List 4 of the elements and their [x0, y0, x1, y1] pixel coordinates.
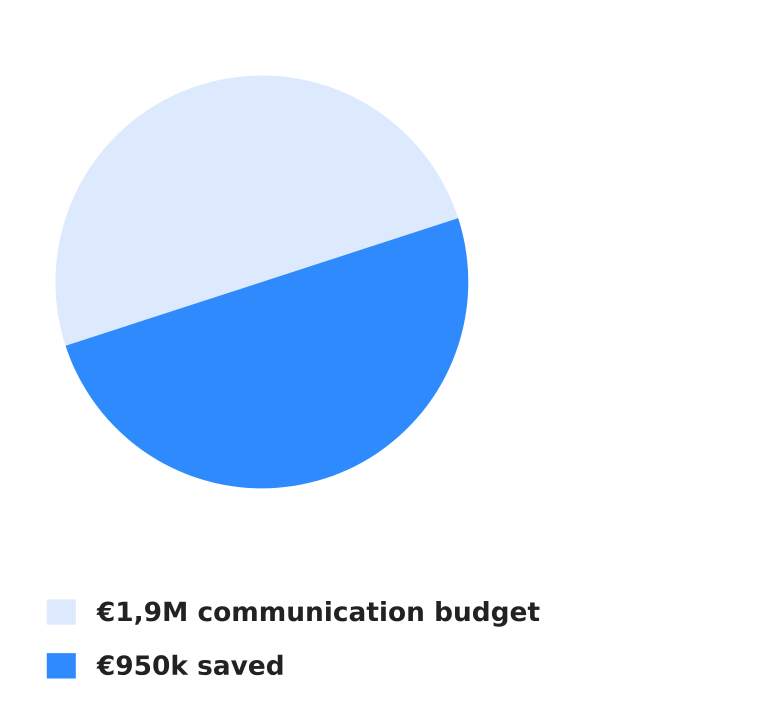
legend-label: €950k saved [96, 654, 282, 676]
pie-slice [56, 76, 458, 346]
legend-label: €1,9M communication budget [96, 600, 540, 627]
pie-slice [66, 218, 468, 488]
